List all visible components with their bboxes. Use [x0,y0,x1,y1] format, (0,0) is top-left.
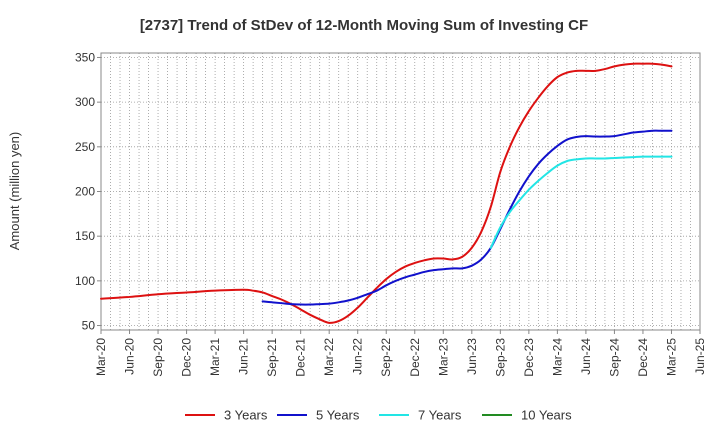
x-tick-label: Mar-25 [664,338,678,376]
y-tick-label: 350 [75,50,95,64]
x-tick-label: Mar-23 [436,338,450,376]
x-tick-label: Jun-20 [123,338,137,375]
x-tick-label: Jun-25 [693,338,707,375]
y-tick-label: 250 [75,140,95,154]
x-tick-label: Dec-23 [522,338,536,377]
legend-label-7-years: 7 Years [418,408,462,423]
legend-label-3-years: 3 Years [224,408,268,423]
series-lines [100,62,673,324]
y-tick-label: 100 [75,274,95,288]
x-tick-label: Jun-23 [465,338,479,375]
x-tick-label: Mar-24 [550,338,564,376]
y-tick-label: 150 [75,229,95,243]
y-tick-label: 200 [75,185,95,199]
legend-label-5-years: 5 Years [316,408,360,423]
y-tick-label: 50 [82,319,96,333]
x-tick-label: Dec-21 [294,338,308,377]
y-tick-label: 300 [75,95,95,109]
x-tick-label: Sep-20 [151,338,165,377]
x-tick-label: Jun-22 [351,338,365,375]
legend-label-10-years: 10 Years [521,408,572,423]
x-tick-label: Dec-22 [408,338,422,377]
y-axis-ticks: 50 100 150 200 250 300 350 [75,50,101,333]
y-axis-label: Amount (million yen) [7,132,22,251]
x-tick-label: Mar-20 [94,338,108,376]
x-tick-label: Jun-21 [237,338,251,375]
x-tick-label: Sep-24 [607,338,621,377]
x-tick-label: Sep-21 [265,338,279,377]
legend: 3 Years 5 Years 7 Years 10 Years [185,408,572,423]
x-tick-label: Mar-22 [322,338,336,376]
series-line-3-years [100,62,673,324]
x-tick-label: Sep-23 [493,338,507,377]
x-tick-label: Sep-22 [379,338,393,377]
x-tick-label: Jun-24 [579,338,593,375]
series-line-5-years [261,129,673,306]
x-tick-label: Dec-20 [180,338,194,377]
x-tick-label: Mar-21 [208,338,222,376]
chart-title: [2737] Trend of StDev of 12-Month Moving… [140,17,588,34]
series-line-7-years [489,155,673,249]
x-axis-ticks: Mar-20 Jun-20 Sep-20 Dec-20 Mar-21 Jun-21 Sep-… [94,330,707,377]
x-tick-label: Dec-24 [636,338,650,377]
